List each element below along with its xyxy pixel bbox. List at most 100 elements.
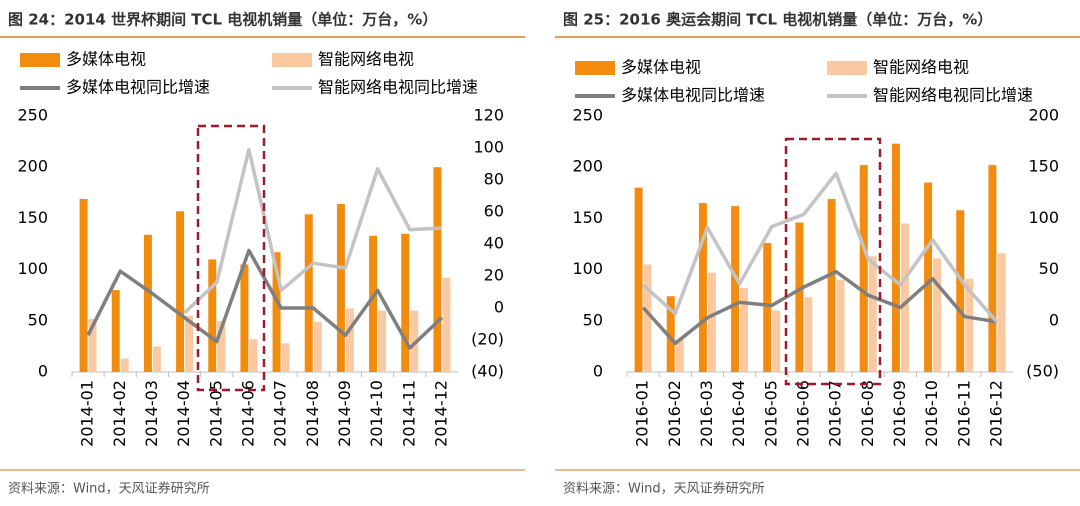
- bar: [868, 256, 877, 372]
- x-tick-label: 2014-05: [206, 380, 225, 447]
- line-series: [641, 269, 998, 346]
- bar: [795, 222, 804, 372]
- y2-tick-label: 100: [1028, 208, 1059, 227]
- bar: [900, 223, 909, 372]
- bar: [740, 288, 749, 372]
- chart-title: 图 25：2016 奥运会期间 TCL 电视机销量（单位：万台，%）: [563, 11, 992, 29]
- x-tick-label: 2014-03: [142, 380, 161, 447]
- bar: [924, 182, 933, 372]
- y2-tick-label: 150: [1028, 157, 1059, 176]
- x-tick-label: 2014-07: [271, 380, 290, 447]
- bar: [208, 259, 217, 372]
- x-tick-label: 2014-12: [431, 380, 450, 447]
- legend-swatch: [575, 61, 615, 75]
- x-tick-label: 2016-11: [954, 380, 973, 447]
- legend-swatch: [272, 53, 312, 67]
- bar: [281, 343, 290, 372]
- bar: [88, 318, 97, 372]
- y-tick-label: 150: [17, 208, 48, 227]
- legend-label: 多媒体电视同比增速: [66, 78, 210, 97]
- bar: [643, 264, 652, 372]
- y-tick-label: 200: [17, 157, 48, 176]
- chart-title: 图 24：2014 世界杯期间 TCL 电视机销量（单位：万台，%）: [8, 11, 437, 29]
- bar: [152, 346, 161, 372]
- highlight-box: [784, 137, 882, 386]
- x-tick-label: 2014-08: [303, 380, 322, 447]
- bar: [997, 253, 1006, 372]
- x-tick-label: 2016-07: [826, 380, 845, 447]
- bar: [442, 277, 451, 372]
- legend-label: 智能网络电视: [318, 50, 414, 69]
- bar: [836, 279, 845, 372]
- bar: [249, 339, 258, 372]
- x-tick-label: 2016-04: [729, 380, 748, 447]
- y-tick-label: 50: [28, 310, 48, 329]
- legend-label: 智能网络电视同比增速: [318, 78, 478, 97]
- x-tick-label: 2016-09: [890, 380, 909, 447]
- x-tick-label: 2016-10: [922, 380, 941, 447]
- y2-tick-label: (40): [471, 362, 504, 381]
- x-tick-label: 2014-11: [399, 380, 418, 447]
- bar: [410, 310, 419, 372]
- x-tick-label: 2014-02: [110, 380, 129, 447]
- bar: [378, 310, 387, 372]
- bar: [666, 296, 675, 372]
- bar: [401, 233, 410, 372]
- y2-tick-label: 20: [484, 266, 504, 285]
- bar: [859, 165, 868, 372]
- bar: [772, 310, 781, 372]
- source: 资料来源：Wind，天风证券研究所: [563, 481, 765, 497]
- x-tick-label: 2016-06: [793, 380, 812, 447]
- bar: [965, 278, 974, 372]
- bar: [185, 315, 194, 372]
- bar: [988, 165, 997, 372]
- bar: [933, 258, 942, 372]
- x-tick-label: 2016-03: [697, 380, 716, 447]
- bar: [304, 214, 313, 372]
- y-tick-label: 100: [572, 259, 603, 278]
- y2-tick-label: (50): [1026, 362, 1059, 381]
- bar: [79, 198, 88, 372]
- x-tick-label: 2016-01: [633, 380, 652, 447]
- bar: [707, 272, 716, 372]
- bar: [804, 297, 813, 372]
- bar: [217, 320, 226, 372]
- legend-label: 多媒体电视: [66, 50, 146, 69]
- bar: [313, 321, 322, 372]
- y2-tick-label: 100: [473, 138, 504, 157]
- bar: [176, 211, 185, 372]
- x-tick-label: 2016-05: [761, 380, 780, 447]
- y-tick-label: 250: [572, 106, 603, 125]
- legend-swatch: [827, 61, 867, 75]
- bar: [120, 358, 129, 372]
- bar: [143, 234, 152, 372]
- x-tick-label: 2014-04: [174, 380, 193, 447]
- x-tick-label: 2016-08: [858, 380, 877, 447]
- y2-tick-label: (20): [471, 330, 504, 349]
- bar: [369, 235, 378, 372]
- legend-label: 智能网络电视: [873, 58, 969, 77]
- bar: [634, 187, 643, 372]
- x-tick-label: 2014-10: [367, 380, 386, 447]
- line-series: [183, 147, 443, 315]
- bar: [345, 308, 354, 372]
- x-tick-label: 2014-06: [238, 380, 257, 447]
- y2-tick-label: 60: [484, 202, 504, 221]
- x-tick-label: 2016-12: [986, 380, 1005, 447]
- y-tick-label: 200: [572, 157, 603, 176]
- bar: [433, 167, 442, 372]
- y-tick-label: 50: [583, 310, 603, 329]
- source: 资料来源：Wind，天风证券研究所: [8, 481, 210, 497]
- y-tick-label: 150: [572, 208, 603, 227]
- bar: [956, 210, 965, 372]
- y2-tick-label: 50: [1039, 259, 1059, 278]
- y-tick-label: 100: [17, 259, 48, 278]
- x-tick-label: 2014-01: [78, 380, 97, 447]
- y2-tick-label: 0: [1049, 310, 1059, 329]
- y-tick-label: 0: [593, 362, 603, 381]
- x-tick-label: 2014-09: [335, 380, 354, 447]
- legend-label: 多媒体电视同比增速: [621, 86, 765, 105]
- line-series: [86, 248, 444, 350]
- bar: [111, 290, 120, 372]
